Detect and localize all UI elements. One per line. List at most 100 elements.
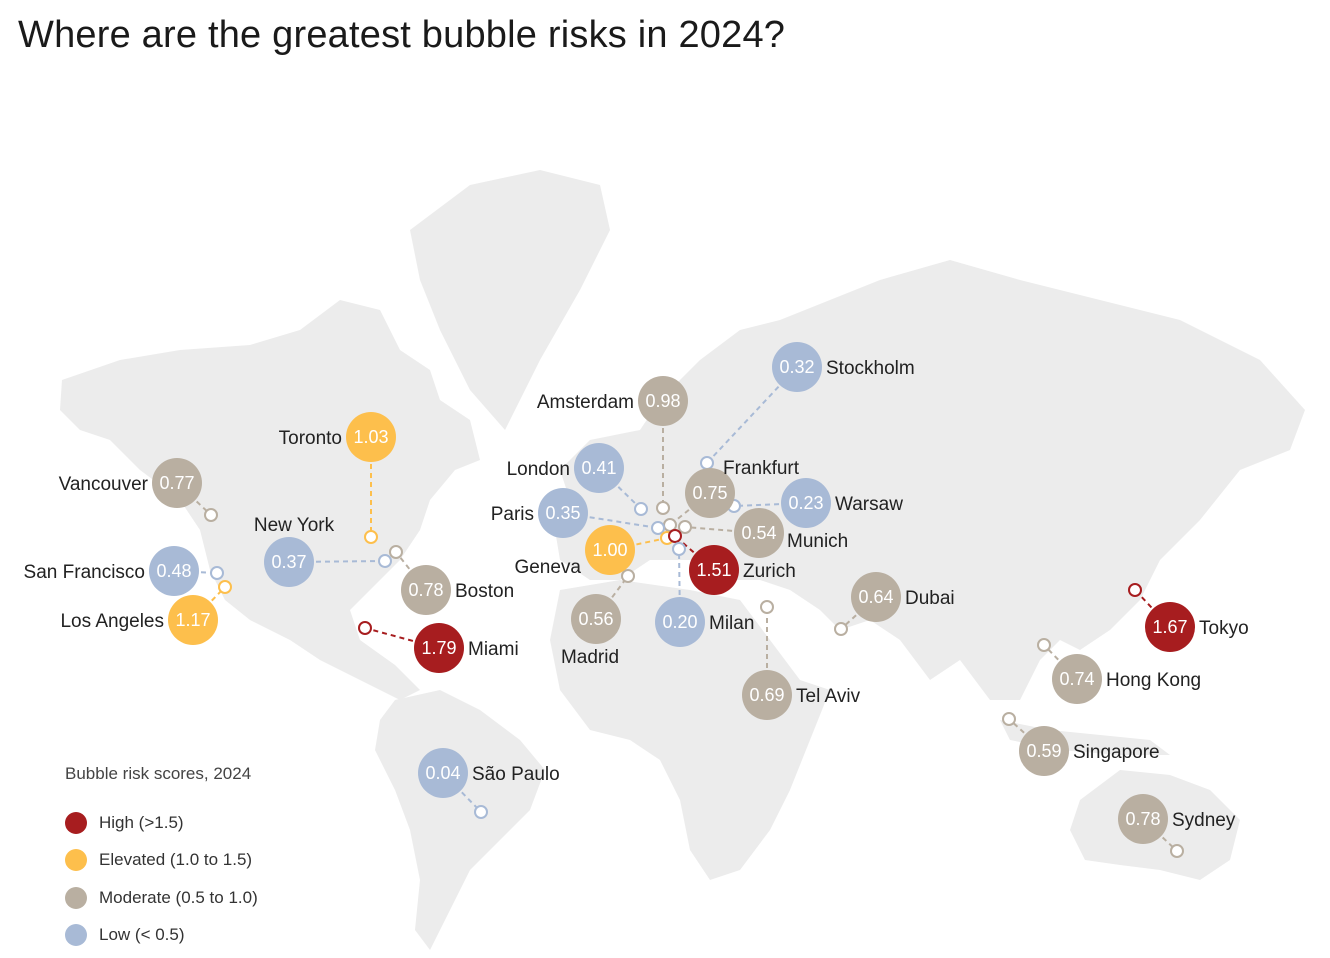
score-bubble — [781, 478, 831, 528]
connector-singapore — [1008, 718, 1045, 752]
score-value: 1.51 — [696, 560, 731, 580]
score-bubble — [168, 595, 218, 645]
score-bubble — [772, 342, 822, 392]
city-marker-new-york[interactable]: 0.37 New York — [254, 515, 335, 587]
city-name: Miami — [468, 639, 519, 660]
score-value: 0.20 — [662, 612, 697, 632]
city-name: Warsaw — [835, 494, 903, 515]
city-marker-london[interactable]: 0.41 London — [507, 443, 624, 493]
location-dot-dubai — [834, 622, 848, 636]
city-marker-munich[interactable]: 0.54 Munich — [734, 508, 848, 558]
city-marker-s-o-paulo[interactable]: 0.04 São Paulo — [418, 748, 560, 798]
city-name: Hong Kong — [1106, 670, 1201, 691]
city-marker-warsaw[interactable]: 0.23 Warsaw — [781, 478, 903, 528]
city-marker-zurich[interactable]: 1.51 Zurich — [689, 545, 796, 595]
score-bubble — [638, 376, 688, 426]
score-value: 1.79 — [421, 638, 456, 658]
city-marker-vancouver[interactable]: 0.77 Vancouver — [59, 458, 202, 508]
connector-hong-kong — [1043, 644, 1078, 680]
score-bubble — [149, 546, 199, 596]
city-name: Munich — [787, 531, 848, 552]
score-bubble — [418, 748, 468, 798]
city-marker-amsterdam[interactable]: 0.98 Amsterdam — [537, 376, 688, 426]
score-bubble — [346, 412, 396, 462]
africa — [550, 580, 830, 880]
city-marker-singapore[interactable]: 0.59 Singapore — [1019, 726, 1160, 776]
city-name: Milan — [709, 613, 754, 634]
city-marker-boston[interactable]: 0.78 Boston — [401, 565, 514, 615]
connector-new-york — [288, 560, 386, 563]
city-name: Geneva — [514, 557, 581, 578]
score-value: 0.98 — [645, 391, 680, 411]
city-marker-milan[interactable]: 0.20 Milan — [655, 597, 754, 647]
score-value: 0.69 — [749, 685, 784, 705]
location-dot-hong-kong — [1037, 638, 1051, 652]
city-marker-toronto[interactable]: 1.03 Toronto — [279, 412, 396, 462]
score-value: 0.04 — [425, 763, 460, 783]
city-name: New York — [254, 515, 335, 536]
city-marker-hong-kong[interactable]: 0.74 Hong Kong — [1052, 654, 1201, 704]
location-dot-sydney — [1170, 844, 1184, 858]
south-america — [375, 690, 545, 950]
city-marker-tel-aviv[interactable]: 0.69 Tel Aviv — [742, 670, 861, 720]
city-marker-madrid[interactable]: 0.56 Madrid — [561, 594, 621, 668]
connector-dubai — [840, 596, 877, 630]
connector-sydney — [1142, 818, 1178, 852]
city-name: Stockholm — [826, 358, 915, 379]
score-value: 1.67 — [1152, 617, 1187, 637]
location-dot-singapore — [1002, 712, 1016, 726]
location-dot-milan — [672, 542, 686, 556]
greenland — [410, 170, 610, 430]
score-value: 0.37 — [271, 552, 306, 572]
legend-item-elevated: Elevated (1.0 to 1.5) — [65, 842, 258, 880]
city-marker-miami[interactable]: 1.79 Miami — [414, 623, 519, 673]
city-marker-los-angeles[interactable]: 1.17 Los Angeles — [60, 595, 218, 645]
score-bubble — [1118, 794, 1168, 844]
location-dot-amsterdam — [656, 501, 670, 515]
connector-boston — [395, 551, 427, 591]
europe-asia — [555, 260, 1305, 700]
city-marker-geneva[interactable]: 1.00 Geneva — [514, 525, 635, 578]
location-dot-london — [634, 502, 648, 516]
city-name: Singapore — [1073, 742, 1160, 763]
city-name: Frankfurt — [723, 458, 800, 479]
score-value: 1.17 — [175, 610, 210, 630]
score-value: 0.64 — [858, 587, 893, 607]
city-marker-san-francisco[interactable]: 0.48 San Francisco — [24, 546, 199, 596]
location-dot-madrid — [621, 569, 635, 583]
city-marker-paris[interactable]: 0.35 Paris — [491, 488, 588, 538]
score-value: 0.78 — [1125, 809, 1160, 829]
legend-label: High (>1.5) — [99, 812, 184, 832]
legend-item-low: Low (< 0.5) — [65, 917, 258, 955]
city-marker-dubai[interactable]: 0.64 Dubai — [851, 572, 955, 622]
city-marker-sydney[interactable]: 0.78 Sydney — [1118, 794, 1236, 844]
score-bubble — [685, 468, 735, 518]
city-name: Los Angeles — [60, 611, 164, 632]
city-name: Toronto — [279, 428, 342, 449]
score-value: 1.03 — [353, 427, 388, 447]
connector-vancouver — [176, 482, 212, 516]
city-marker-frankfurt[interactable]: 0.75 Frankfurt — [685, 458, 800, 518]
city-name: Boston — [455, 581, 514, 602]
score-bubble — [152, 458, 202, 508]
score-bubble — [655, 597, 705, 647]
score-bubble — [1145, 602, 1195, 652]
legend-item-high: High (>1.5) — [65, 804, 258, 842]
city-name: Dubai — [905, 588, 955, 609]
city-marker-stockholm[interactable]: 0.32 Stockholm — [772, 342, 915, 392]
location-dot-new-york — [378, 554, 392, 568]
legend-item-moderate: Moderate (0.5 to 1.0) — [65, 879, 258, 917]
score-bubble — [574, 443, 624, 493]
legend: Bubble risk scores, 2024 High (>1.5) Ele… — [65, 764, 258, 954]
city-name: Tokyo — [1199, 618, 1249, 639]
connector-paris — [562, 512, 659, 529]
score-bubble — [401, 565, 451, 615]
page-title: Where are the greatest bubble risks in 2… — [18, 14, 786, 56]
score-value: 1.00 — [592, 540, 627, 560]
city-marker-tokyo[interactable]: 1.67 Tokyo — [1145, 602, 1249, 652]
location-dot-zurich — [668, 529, 682, 543]
location-dot-boston — [389, 545, 403, 559]
location-dot-paris — [651, 521, 665, 535]
score-value: 0.75 — [692, 483, 727, 503]
